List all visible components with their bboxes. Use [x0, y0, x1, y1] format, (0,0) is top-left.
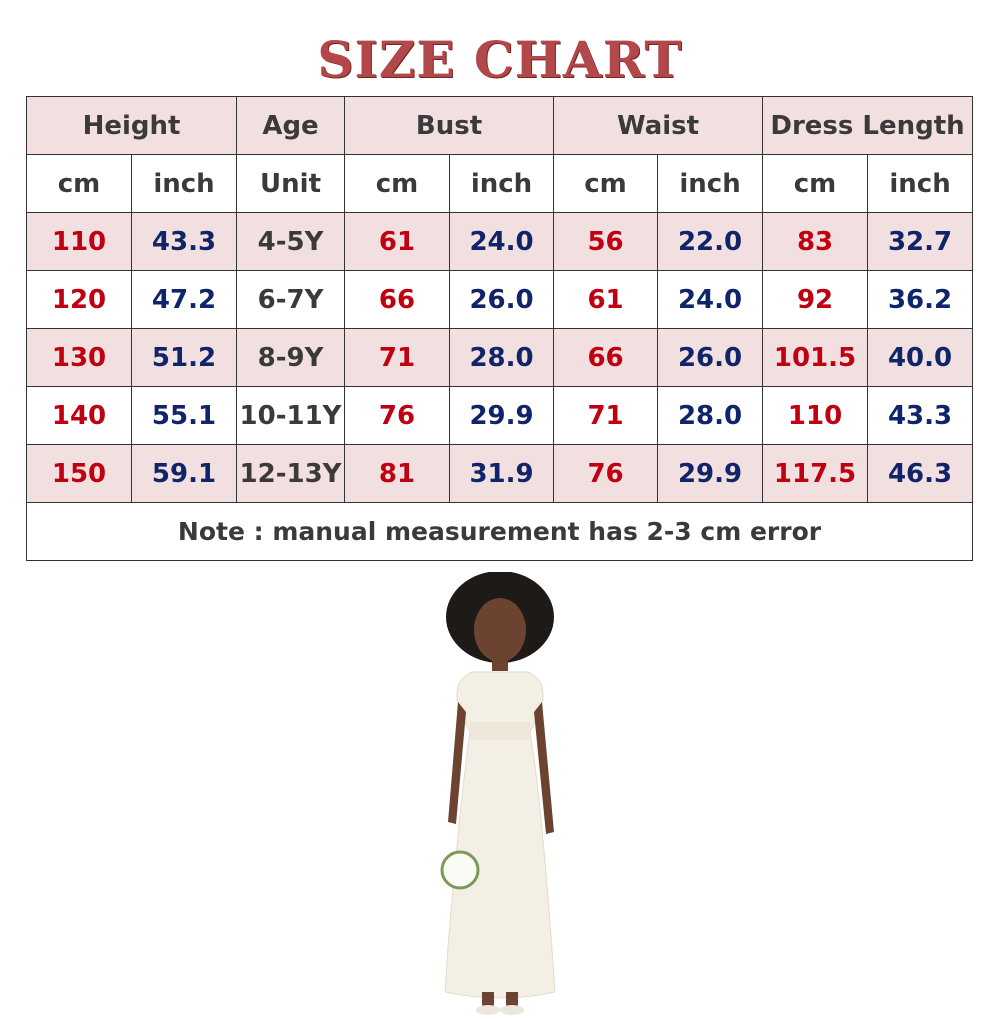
table-cell: 110	[26, 212, 132, 271]
table-cell: 29.9	[657, 444, 764, 503]
table-cell: 83	[762, 212, 869, 271]
girl-in-dress-photo	[440, 572, 556, 1015]
unit-header: cm	[26, 154, 132, 213]
unit-header: cm	[344, 154, 451, 213]
note: Note : manual measurement has 2-3 cm err…	[25, 502, 974, 561]
table-cell: 76	[553, 444, 659, 503]
unit-header: inch	[867, 154, 974, 213]
table-cell: 140	[26, 386, 132, 445]
unit-header: inch	[449, 154, 555, 213]
table-cell: 32.7	[867, 212, 974, 271]
table-cell: 43.3	[130, 212, 238, 271]
table-cell: 40.0	[867, 328, 974, 387]
table-cell: 36.2	[867, 270, 974, 329]
table-cell: 61	[553, 270, 659, 329]
table-cell: 71	[553, 386, 659, 445]
table-cell: 101.5	[762, 328, 869, 387]
table-cell: 81	[344, 444, 451, 503]
table-row: 120 47.2 6-7Y 66 26.0 61 24.0 92 36.2	[26, 270, 974, 329]
table-cell: 56	[553, 212, 659, 271]
header-waist: Waist	[553, 96, 764, 155]
table-cell: 10-11Y	[236, 386, 346, 445]
header-age: Age	[236, 96, 346, 155]
table-cell: 66	[553, 328, 659, 387]
table-cell: 46.3	[867, 444, 974, 503]
table-cell: 51.2	[130, 328, 238, 387]
table-cell: 26.0	[449, 270, 555, 329]
header-group-row: Height Age Bust Waist Dress Length	[25, 96, 974, 155]
table-cell: 55.1	[130, 386, 238, 445]
table-cell: 92	[762, 270, 869, 329]
table-cell: 120	[26, 270, 132, 329]
table-cell: 150	[26, 444, 132, 503]
table-cell: 110	[762, 386, 869, 445]
unit-header: inch	[130, 154, 238, 213]
table-cell: 4-5Y	[236, 212, 346, 271]
table-cell: 6-7Y	[236, 270, 346, 329]
table-cell: 12-13Y	[236, 444, 346, 503]
unit-header: cm	[553, 154, 659, 213]
table-cell: 24.0	[657, 270, 764, 329]
table-cell: 29.9	[449, 386, 555, 445]
unit-header: Unit	[236, 154, 346, 213]
table-row: 130 51.2 8-9Y 71 28.0 66 26.0 101.5 40.0	[26, 328, 974, 387]
table-cell: 130	[26, 328, 132, 387]
table-cell: 22.0	[657, 212, 764, 271]
table-row: 150 59.1 12-13Y 81 31.9 76 29.9 117.5 46.3	[26, 444, 974, 503]
table-cell: 76	[344, 386, 451, 445]
unit-header: inch	[657, 154, 764, 213]
note-row: Note : manual measurement has 2-3 cm err…	[25, 502, 974, 561]
table-cell: 117.5	[762, 444, 869, 503]
table-cell: 59.1	[130, 444, 238, 503]
table-cell: 71	[344, 328, 451, 387]
header-dress-length: Dress Length	[762, 96, 974, 155]
table-row: 110 43.3 4-5Y 61 24.0 56 22.0 83 32.7	[26, 212, 974, 271]
page-title: SIZE CHART	[317, 30, 683, 89]
table-cell: 47.2	[130, 270, 238, 329]
header-unit-row: cm inch Unit cm inch cm inch cm inch	[26, 154, 974, 213]
table-cell: 28.0	[657, 386, 764, 445]
unit-header: cm	[762, 154, 869, 213]
table-cell: 43.3	[867, 386, 974, 445]
table-cell: 61	[344, 212, 451, 271]
header-bust: Bust	[344, 96, 555, 155]
table-row: 140 55.1 10-11Y 76 29.9 71 28.0 110 43.3	[26, 386, 974, 445]
table-cell: 8-9Y	[236, 328, 346, 387]
header-height: Height	[25, 96, 238, 155]
table-cell: 26.0	[657, 328, 764, 387]
table-cell: 24.0	[449, 212, 555, 271]
table-cell: 66	[344, 270, 451, 329]
size-chart-table: Height Age Bust Waist Dress Length cm inc…	[25, 96, 974, 561]
table-cell: 28.0	[449, 328, 555, 387]
table-cell: 31.9	[449, 444, 555, 503]
